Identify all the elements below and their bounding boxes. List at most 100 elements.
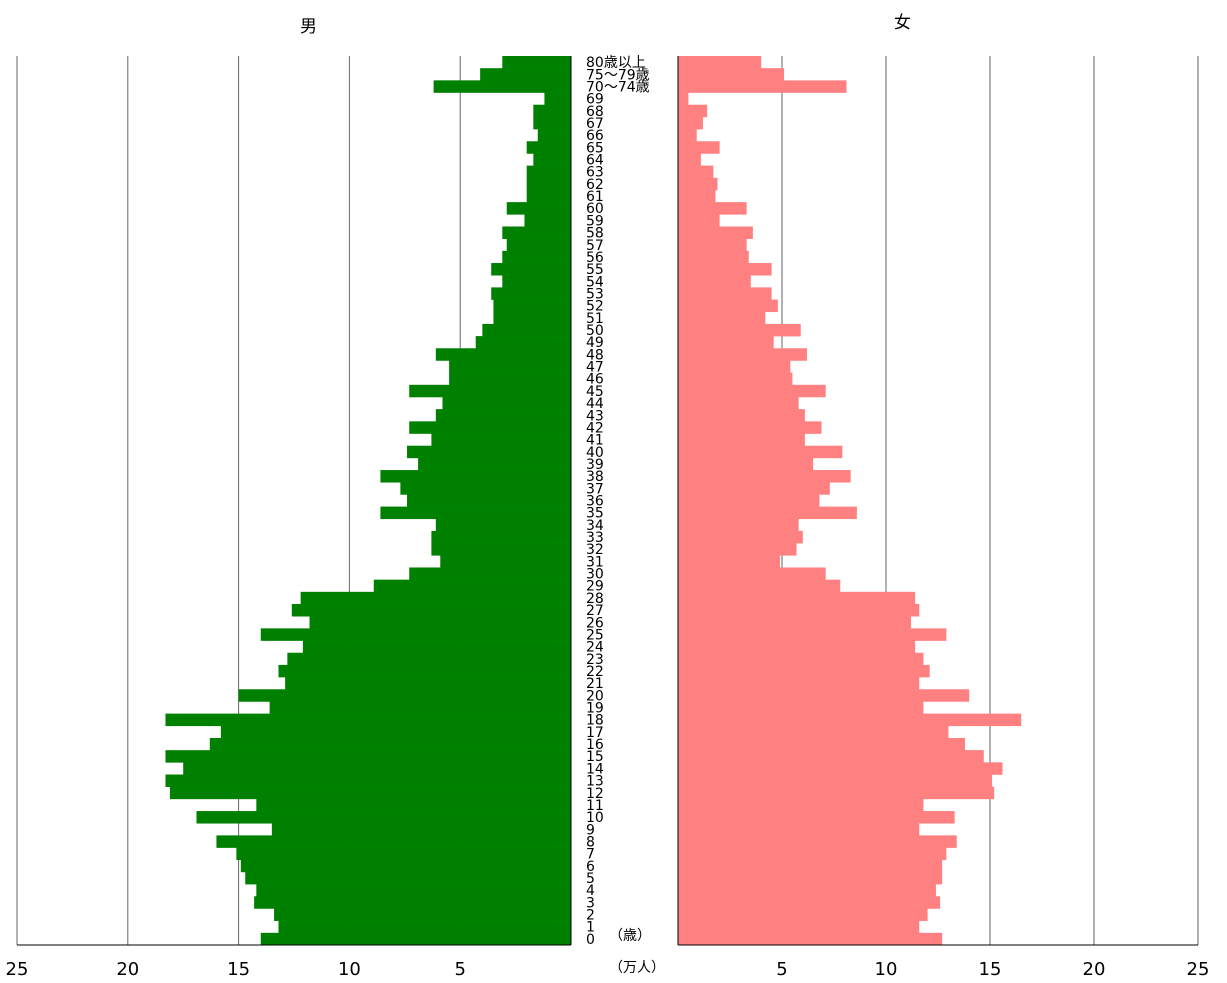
male-bar <box>274 908 571 921</box>
female-bar <box>678 811 955 824</box>
male-bar <box>169 786 572 800</box>
age-label: 3 <box>586 895 595 911</box>
female-bar <box>678 226 753 239</box>
male-bar <box>278 920 571 934</box>
female-bar <box>678 932 943 946</box>
age-label: 54 <box>586 274 604 290</box>
female-bar <box>678 823 920 836</box>
age-label: 13 <box>586 774 604 790</box>
female-bar <box>678 80 847 93</box>
age-label: 36 <box>586 494 604 510</box>
male-bar <box>238 689 571 702</box>
age-label: 4 <box>586 883 595 899</box>
age-label: 37 <box>586 481 604 497</box>
female-bar <box>678 774 993 787</box>
female-bar <box>678 311 766 325</box>
female-bar <box>678 518 799 532</box>
male-bar <box>435 518 571 532</box>
male-bar <box>409 421 571 434</box>
female-bar <box>678 871 943 885</box>
female-bar <box>678 165 714 179</box>
age-label: 12 <box>586 786 604 802</box>
age-label: 15 <box>586 749 604 765</box>
male-bar <box>409 384 571 398</box>
male-bar <box>269 701 571 714</box>
male-bar <box>260 628 571 641</box>
female-bar <box>678 360 791 373</box>
age-label: 57 <box>586 238 604 254</box>
female-bar <box>678 786 995 800</box>
male-bar <box>271 823 571 836</box>
male-bar <box>300 591 571 605</box>
female-bar <box>678 153 701 166</box>
male-bar <box>278 664 571 678</box>
male-bar <box>526 189 571 203</box>
age-unit-label: （歳） <box>609 928 651 944</box>
female-bar <box>678 908 928 921</box>
male-x-tick-label: 20 <box>116 959 139 980</box>
age-label: 2 <box>586 908 595 924</box>
male-bar <box>196 811 571 824</box>
female-bar <box>678 129 697 142</box>
male-x-tick-label: 15 <box>227 959 250 980</box>
male-bar <box>309 616 571 629</box>
age-label: 30 <box>586 567 604 583</box>
male-bar <box>491 263 571 276</box>
female-bar <box>678 798 924 812</box>
female-bar <box>678 494 820 507</box>
age-label: 35 <box>586 506 604 522</box>
male-bar <box>526 165 571 179</box>
male-x-tick-label: 25 <box>6 959 29 980</box>
male-bar <box>380 506 571 520</box>
female-bar <box>678 141 720 154</box>
male-bar <box>260 932 571 946</box>
age-label: 51 <box>586 311 604 327</box>
female-bar <box>678 530 803 544</box>
age-label: 58 <box>586 226 604 242</box>
age-label: 48 <box>586 347 604 363</box>
age-label: 50 <box>586 323 604 339</box>
female-bar <box>678 701 924 714</box>
age-label: 38 <box>586 469 604 485</box>
female-bar <box>678 323 801 337</box>
age-label: 75～79歳 <box>586 67 650 83</box>
female-bar <box>678 457 814 471</box>
female-title: 女 <box>894 13 911 33</box>
female-bar <box>678 116 703 130</box>
age-label: 20 <box>586 688 604 704</box>
age-label: 39 <box>586 457 604 473</box>
male-bar <box>449 372 571 386</box>
age-label: 17 <box>586 725 604 741</box>
female-bar <box>678 396 799 410</box>
male-bar <box>407 445 571 459</box>
female-bar <box>678 664 930 678</box>
male-bar <box>183 762 571 775</box>
female-bar <box>678 470 851 483</box>
male-bar <box>442 396 571 410</box>
male-bar <box>435 348 571 361</box>
male-bar <box>524 214 571 227</box>
male-bar <box>502 56 571 69</box>
age-label: 63 <box>586 165 604 181</box>
male-bar <box>433 80 571 93</box>
male-bar <box>493 311 571 325</box>
age-label: 70～74歳 <box>586 79 650 95</box>
female-x-tick-label: 20 <box>1083 959 1106 980</box>
female-bar <box>678 189 716 203</box>
female-bar <box>678 384 826 398</box>
female-bar <box>678 421 822 434</box>
male-bar <box>373 579 571 593</box>
female-bar <box>678 68 785 81</box>
female-bar <box>678 640 916 654</box>
age-label: 28 <box>586 591 604 607</box>
female-x-tick-label: 10 <box>875 959 898 980</box>
male-bar <box>533 104 571 118</box>
female-bar <box>678 713 1022 727</box>
male-bar <box>256 884 571 897</box>
female-bar <box>678 263 772 276</box>
male-bar <box>216 835 571 848</box>
male-bar <box>209 737 572 751</box>
male-bar <box>544 92 571 106</box>
male-bar <box>165 750 572 763</box>
age-label: 16 <box>586 737 604 753</box>
